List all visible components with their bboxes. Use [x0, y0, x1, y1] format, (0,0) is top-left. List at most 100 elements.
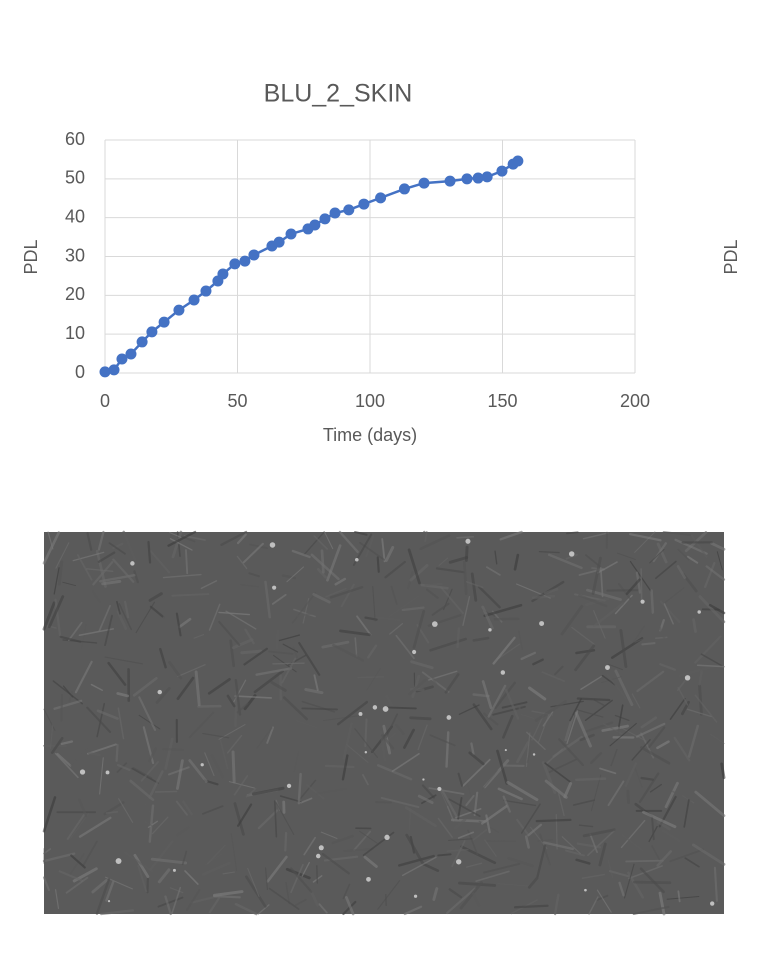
- cell-streak: [322, 551, 323, 572]
- cell-streak: [457, 537, 473, 538]
- cell-highlight: [366, 877, 371, 882]
- data-point: [319, 213, 330, 224]
- x-tick-label: 50: [227, 391, 247, 411]
- cell-streak: [628, 791, 629, 802]
- data-point: [248, 249, 259, 260]
- cell-streak: [186, 550, 187, 573]
- cell-highlight: [539, 621, 544, 626]
- cell-highlight: [365, 751, 367, 753]
- cell-highlight: [456, 859, 461, 864]
- x-tick-label: 100: [355, 391, 385, 411]
- cell-streak: [464, 562, 466, 594]
- cell-highlight: [173, 869, 176, 872]
- y-tick-label: 40: [65, 206, 85, 226]
- data-point: [482, 171, 493, 182]
- data-point: [109, 364, 120, 375]
- data-point: [137, 336, 148, 347]
- data-point: [496, 166, 507, 177]
- cell-streak: [233, 752, 234, 782]
- cell-highlight: [412, 650, 416, 654]
- cell-streak: [61, 695, 62, 721]
- data-point: [330, 208, 341, 219]
- cell-streak: [277, 631, 278, 648]
- data-point: [343, 204, 354, 215]
- x-tick-label: 200: [620, 391, 650, 411]
- x-tick-label: 150: [487, 391, 517, 411]
- cell-streak: [89, 753, 99, 755]
- cell-streak: [626, 861, 663, 862]
- data-point: [286, 228, 297, 239]
- cell-streak: [634, 882, 670, 883]
- data-point: [445, 176, 456, 187]
- cell-highlight: [584, 889, 587, 892]
- cell-highlight: [106, 771, 110, 775]
- cell-highlight: [373, 705, 377, 709]
- cell-streak: [317, 866, 318, 883]
- cell-streak: [694, 620, 696, 632]
- cell-streak: [285, 833, 286, 851]
- cell-highlight: [130, 561, 134, 565]
- data-point: [239, 256, 250, 267]
- cell-streak: [163, 749, 182, 750]
- cell-streak: [458, 628, 459, 647]
- cell-highlight: [108, 900, 110, 902]
- cell-highlight: [116, 858, 122, 864]
- data-point: [358, 199, 369, 210]
- data-point: [173, 305, 184, 316]
- cell-highlight: [383, 706, 389, 712]
- cell-streak: [273, 663, 304, 664]
- cell-highlight: [685, 675, 690, 680]
- cell-streak: [652, 590, 653, 612]
- cell-highlight: [533, 753, 535, 755]
- cell-highlight: [414, 895, 417, 898]
- cell-highlight: [272, 586, 276, 590]
- cell-highlight: [158, 690, 162, 694]
- cell-streak: [642, 778, 653, 780]
- data-point: [159, 317, 170, 328]
- cell-highlight: [432, 621, 438, 627]
- cell-streak: [411, 718, 430, 719]
- y-tick-label: 30: [65, 245, 85, 265]
- cell-streak: [326, 766, 353, 767]
- cell-highlight: [640, 600, 644, 604]
- cell-highlight: [569, 551, 574, 556]
- series-line: [105, 161, 518, 372]
- cell-highlight: [437, 787, 441, 791]
- cell-streak: [515, 906, 547, 908]
- cell-streak: [438, 854, 450, 855]
- y-tick-label: 0: [75, 362, 85, 382]
- x-axis-label: Time (days): [323, 425, 417, 445]
- cell-highlight: [488, 628, 491, 631]
- cell-streak: [378, 558, 379, 572]
- cell-highlight: [501, 670, 505, 674]
- cell-highlight: [710, 901, 714, 905]
- data-point: [309, 220, 320, 231]
- cell-streak: [302, 708, 337, 709]
- cell-streak: [567, 532, 578, 533]
- cell-highlight: [270, 542, 275, 547]
- data-point: [375, 192, 386, 203]
- cell-highlight: [697, 610, 700, 613]
- y-tick-label: 10: [65, 323, 85, 343]
- cell-streak: [117, 745, 118, 761]
- data-point: [229, 258, 240, 269]
- cell-streak: [576, 779, 605, 780]
- cell-streak: [425, 584, 441, 585]
- data-point: [419, 178, 430, 189]
- data-point: [399, 183, 410, 194]
- microscopy-image: [44, 532, 724, 914]
- cell-streak: [578, 699, 609, 700]
- cell-streak: [242, 651, 261, 653]
- cell-streak: [533, 596, 554, 598]
- cell-streak: [641, 569, 642, 603]
- data-point: [200, 286, 211, 297]
- cell-highlight: [319, 845, 324, 850]
- cell-highlight: [605, 665, 610, 670]
- cell-streak: [149, 542, 151, 562]
- cell-highlight: [355, 558, 359, 562]
- cell-highlight: [447, 715, 452, 720]
- cell-highlight: [359, 712, 363, 716]
- cell-highlight: [287, 784, 291, 788]
- cell-highlight: [384, 835, 389, 840]
